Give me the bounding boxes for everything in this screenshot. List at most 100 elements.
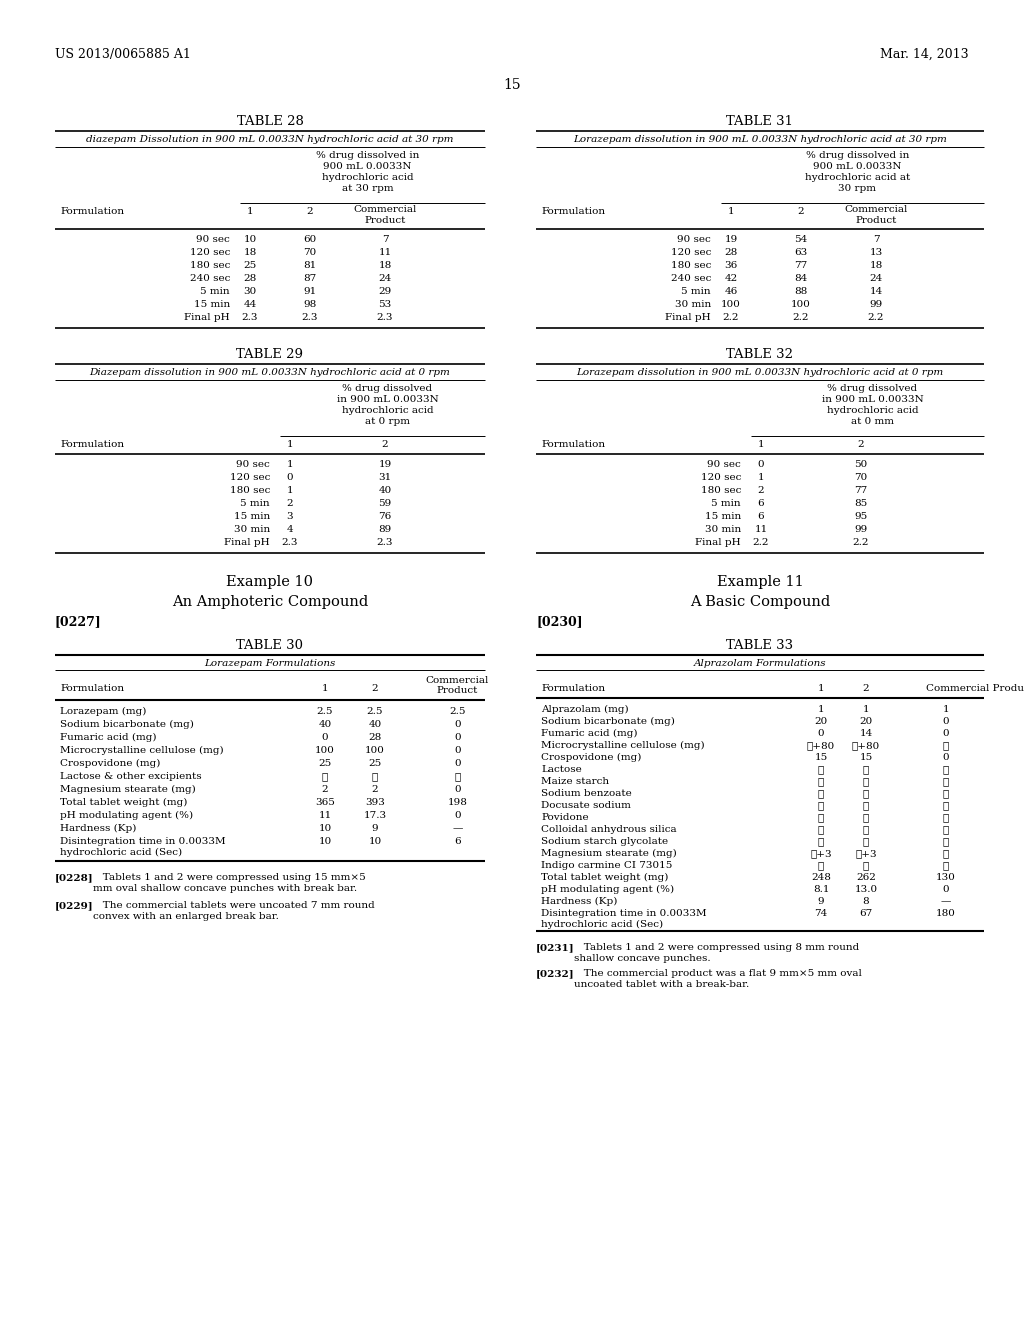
Text: 28: 28 — [244, 275, 257, 282]
Text: 19: 19 — [379, 459, 391, 469]
Text: Indigo carmine CI 73015: Indigo carmine CI 73015 — [541, 861, 673, 870]
Text: Final pH: Final pH — [184, 313, 230, 322]
Text: 1: 1 — [818, 684, 824, 693]
Text: ✓: ✓ — [863, 813, 869, 822]
Text: 6: 6 — [758, 512, 764, 521]
Text: 2: 2 — [862, 684, 869, 693]
Text: 24: 24 — [869, 275, 883, 282]
Text: 100: 100 — [315, 746, 335, 755]
Text: Commercial
Product: Commercial Product — [353, 205, 417, 226]
Text: [0228]: [0228] — [55, 873, 93, 882]
Text: 90 sec: 90 sec — [708, 459, 741, 469]
Text: Product: Product — [437, 686, 478, 696]
Text: 95: 95 — [854, 512, 867, 521]
Text: 262: 262 — [856, 873, 876, 882]
Text: Microcrystalline cellulose (mg): Microcrystalline cellulose (mg) — [541, 741, 705, 750]
Text: 30 min: 30 min — [675, 300, 711, 309]
Text: Commercial Product: Commercial Product — [926, 684, 1024, 693]
Text: ✓+3: ✓+3 — [855, 849, 877, 858]
Text: 11: 11 — [318, 810, 332, 820]
Text: 85: 85 — [854, 499, 867, 508]
Text: 120 sec: 120 sec — [700, 473, 741, 482]
Text: ✓: ✓ — [863, 801, 869, 810]
Text: 40: 40 — [318, 719, 332, 729]
Text: Microcrystalline cellulose (mg): Microcrystalline cellulose (mg) — [60, 746, 223, 755]
Text: 2.2: 2.2 — [793, 313, 809, 322]
Text: Example 10: Example 10 — [226, 576, 313, 589]
Text: Sodium starch glycolate: Sodium starch glycolate — [541, 837, 668, 846]
Text: ✓: ✓ — [863, 825, 869, 834]
Text: Lactose: Lactose — [541, 766, 582, 774]
Text: 0: 0 — [943, 884, 949, 894]
Text: Final pH: Final pH — [666, 313, 711, 322]
Text: ✓: ✓ — [818, 861, 824, 870]
Text: Hardness (Kp): Hardness (Kp) — [60, 824, 136, 833]
Text: 1: 1 — [322, 684, 329, 693]
Text: 31: 31 — [379, 473, 391, 482]
Text: Formulation: Formulation — [541, 207, 605, 216]
Text: 30 min: 30 min — [705, 525, 741, 535]
Text: Final pH: Final pH — [695, 539, 741, 546]
Text: ✓: ✓ — [863, 861, 869, 870]
Text: 365: 365 — [315, 799, 335, 807]
Text: 44: 44 — [244, 300, 257, 309]
Text: 15: 15 — [859, 752, 872, 762]
Text: 2.5: 2.5 — [450, 708, 466, 715]
Text: 28: 28 — [724, 248, 737, 257]
Text: Lactose & other excipients: Lactose & other excipients — [60, 772, 202, 781]
Text: 42: 42 — [724, 275, 737, 282]
Text: Sodium bicarbonate (mg): Sodium bicarbonate (mg) — [60, 719, 194, 729]
Text: Alprazolam (mg): Alprazolam (mg) — [541, 705, 629, 714]
Text: 10: 10 — [369, 837, 382, 846]
Text: 50: 50 — [854, 459, 867, 469]
Text: ✓+80: ✓+80 — [807, 741, 836, 750]
Text: ✓: ✓ — [943, 825, 949, 834]
Text: 1: 1 — [862, 705, 869, 714]
Text: 1: 1 — [943, 705, 949, 714]
Text: A Basic Compound: A Basic Compound — [690, 595, 830, 609]
Text: 20: 20 — [859, 717, 872, 726]
Text: 120 sec: 120 sec — [189, 248, 230, 257]
Text: 0: 0 — [455, 733, 461, 742]
Text: 30: 30 — [244, 286, 257, 296]
Text: ✓: ✓ — [943, 813, 949, 822]
Text: Mar. 14, 2013: Mar. 14, 2013 — [881, 48, 969, 61]
Text: pH modulating agent (%): pH modulating agent (%) — [60, 810, 194, 820]
Text: 54: 54 — [795, 235, 808, 244]
Text: TABLE 28: TABLE 28 — [237, 115, 303, 128]
Text: 6: 6 — [758, 499, 764, 508]
Text: Sodium bicarbonate (mg): Sodium bicarbonate (mg) — [541, 717, 675, 726]
Text: 99: 99 — [869, 300, 883, 309]
Text: 14: 14 — [859, 729, 872, 738]
Text: [0231]: [0231] — [536, 942, 574, 952]
Text: ✓: ✓ — [863, 789, 869, 799]
Text: 9: 9 — [372, 824, 378, 833]
Text: 18: 18 — [379, 261, 391, 271]
Text: 130: 130 — [936, 873, 956, 882]
Text: 248: 248 — [811, 873, 830, 882]
Text: [0232]: [0232] — [536, 969, 574, 978]
Text: Crospovidone (mg): Crospovidone (mg) — [60, 759, 161, 768]
Text: % drug dissolved in
900 mL 0.0033N
hydrochloric acid
at 30 rpm: % drug dissolved in 900 mL 0.0033N hydro… — [315, 150, 419, 193]
Text: 15 min: 15 min — [233, 512, 270, 521]
Text: TABLE 31: TABLE 31 — [726, 115, 794, 128]
Text: 5 min: 5 min — [712, 499, 741, 508]
Text: 0: 0 — [758, 459, 764, 469]
Text: 120 sec: 120 sec — [671, 248, 711, 257]
Text: 36: 36 — [724, 261, 737, 271]
Text: 393: 393 — [366, 799, 385, 807]
Text: Formulation: Formulation — [60, 684, 124, 693]
Text: An Amphoteric Compound: An Amphoteric Compound — [172, 595, 368, 609]
Text: 2: 2 — [758, 486, 764, 495]
Text: 11: 11 — [755, 525, 768, 535]
Text: 1: 1 — [247, 207, 253, 216]
Text: 0: 0 — [455, 719, 461, 729]
Text: 2: 2 — [372, 785, 378, 795]
Text: 6: 6 — [455, 837, 461, 846]
Text: 2.3: 2.3 — [302, 313, 318, 322]
Text: 2.2: 2.2 — [723, 313, 739, 322]
Text: 180: 180 — [936, 909, 956, 917]
Text: ✓: ✓ — [863, 837, 869, 846]
Text: 25: 25 — [244, 261, 257, 271]
Text: TABLE 33: TABLE 33 — [726, 639, 794, 652]
